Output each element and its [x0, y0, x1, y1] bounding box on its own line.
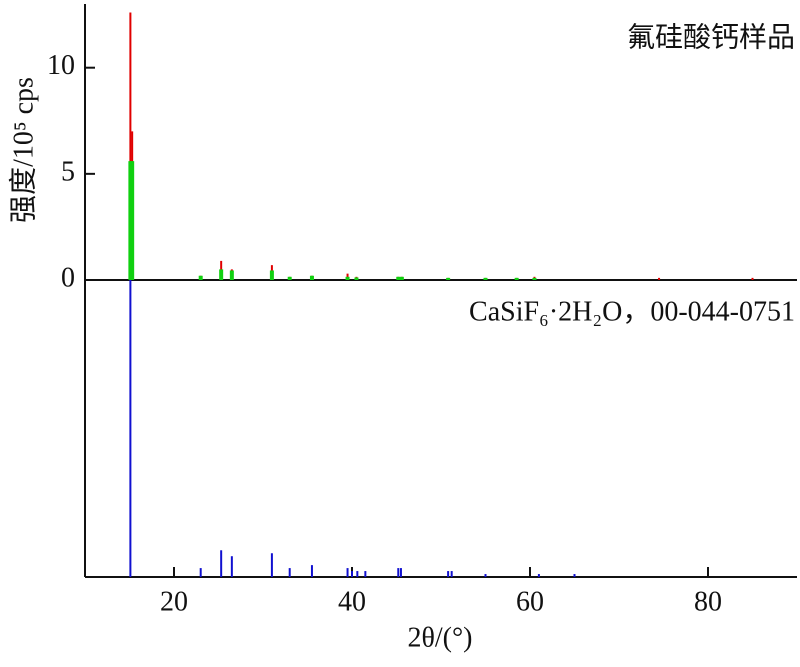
y-tick-label: 10	[47, 50, 75, 81]
reference-label: CaSiF₆·2H₂O，00-044-0751	[469, 296, 795, 327]
x-tick-label: 20	[160, 586, 188, 617]
x-axis-label: 2θ/(°)	[407, 622, 472, 653]
x-tick-label: 80	[694, 586, 722, 617]
chart-title: 氟硅酸钙样品	[627, 21, 795, 53]
x-tick-label: 40	[338, 586, 366, 617]
x-tick-label: 60	[516, 586, 544, 617]
y-tick-label: 5	[61, 156, 75, 187]
y-axis-label: 强度/10⁵ cps	[7, 77, 39, 223]
y-tick-label: 0	[61, 262, 75, 293]
